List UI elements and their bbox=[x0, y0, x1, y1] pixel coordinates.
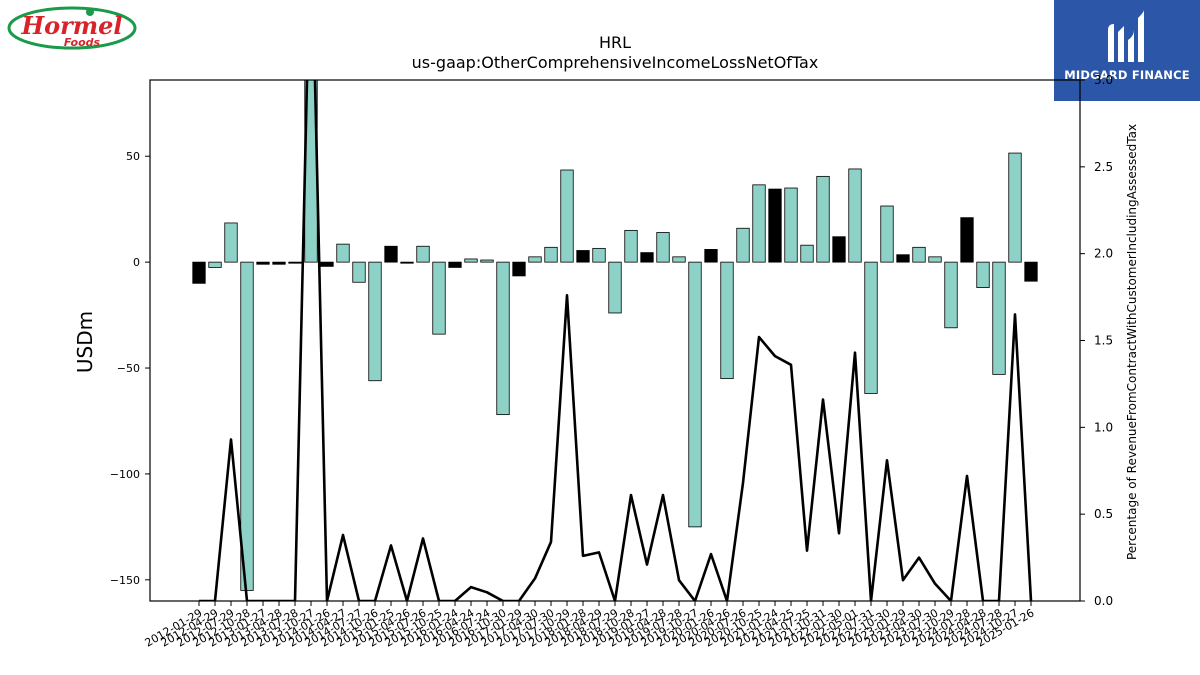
y-tick-label: −100 bbox=[110, 468, 140, 481]
bar bbox=[704, 249, 718, 263]
bar bbox=[416, 245, 430, 263]
y-tick-label: 0 bbox=[133, 256, 140, 269]
midgard-mark-icon bbox=[1108, 10, 1144, 62]
hormel-foods-logo: Hormel Foods bbox=[7, 6, 137, 50]
y2-tick-label: 0.5 bbox=[1094, 507, 1113, 521]
bar bbox=[1008, 152, 1022, 263]
bar bbox=[320, 261, 334, 267]
bar bbox=[352, 261, 366, 283]
bar bbox=[896, 254, 910, 263]
bar bbox=[960, 217, 974, 263]
y-tick-label: 50 bbox=[126, 150, 140, 163]
bar bbox=[208, 261, 222, 268]
bar bbox=[784, 187, 798, 263]
bar bbox=[768, 188, 782, 263]
midgard-finance-logo: MIDGARD FINANCE bbox=[1054, 0, 1200, 101]
y2-tick-label: 2.5 bbox=[1094, 160, 1113, 174]
bar bbox=[672, 256, 686, 263]
chart-title: HRL bbox=[599, 33, 631, 52]
bar bbox=[560, 169, 574, 263]
bar bbox=[848, 168, 862, 263]
bar bbox=[448, 261, 462, 268]
y2-tick-label: 0.0 bbox=[1094, 594, 1113, 608]
chart-subtitle: us-gaap:OtherComprehensiveIncomeLossNetO… bbox=[412, 53, 819, 72]
bar bbox=[944, 261, 958, 329]
bar bbox=[864, 261, 878, 394]
bar bbox=[624, 229, 638, 263]
bar bbox=[464, 258, 478, 263]
bar bbox=[192, 261, 206, 284]
line-series bbox=[199, 80, 1033, 601]
bar bbox=[688, 261, 702, 528]
bar bbox=[1024, 261, 1038, 282]
bar bbox=[544, 246, 558, 263]
y2-tick-label: 1.5 bbox=[1094, 334, 1113, 348]
company-logo-text: Hormel bbox=[20, 11, 122, 40]
bar bbox=[928, 256, 942, 263]
y-tick-label: −150 bbox=[110, 574, 140, 587]
leaf-icon bbox=[86, 8, 94, 16]
bar bbox=[640, 252, 654, 263]
bar bbox=[800, 244, 814, 263]
bar bbox=[528, 256, 542, 263]
bar bbox=[752, 184, 766, 263]
bar bbox=[288, 261, 302, 264]
y2-axis-label: Percentage of RevenueFromContractWithCus… bbox=[1125, 124, 1139, 560]
plot-frame bbox=[149, 79, 1081, 602]
bar bbox=[976, 261, 990, 288]
bar bbox=[224, 222, 238, 263]
bar bbox=[736, 227, 750, 263]
bar bbox=[272, 261, 286, 265]
bar bbox=[992, 261, 1006, 375]
bar bbox=[304, 80, 318, 263]
bar bbox=[432, 261, 446, 335]
bar bbox=[816, 175, 830, 263]
bar bbox=[400, 261, 414, 264]
y-tick-label: −50 bbox=[117, 362, 140, 375]
bar bbox=[656, 232, 670, 263]
bar bbox=[368, 261, 382, 382]
bar bbox=[480, 259, 494, 263]
bar bbox=[832, 236, 846, 263]
y-axis-label: USDm bbox=[73, 311, 97, 373]
bar bbox=[608, 261, 622, 314]
bar bbox=[576, 250, 590, 263]
bar bbox=[336, 243, 350, 263]
partner-logo-text: MIDGARD FINANCE bbox=[1064, 68, 1190, 82]
bar bbox=[880, 205, 894, 263]
bar bbox=[720, 261, 734, 380]
bar bbox=[512, 261, 526, 277]
y2-tick-label: 2.0 bbox=[1094, 247, 1113, 261]
bar bbox=[384, 245, 398, 263]
bar bbox=[912, 246, 926, 263]
bar bbox=[240, 261, 254, 591]
y2-tick-label: 1.0 bbox=[1094, 420, 1113, 434]
company-logo-subtext: Foods bbox=[64, 36, 101, 49]
bar bbox=[496, 261, 510, 416]
y2-tick-label: 3.0 bbox=[1094, 73, 1113, 87]
bar bbox=[592, 247, 606, 263]
bar bbox=[256, 261, 270, 265]
